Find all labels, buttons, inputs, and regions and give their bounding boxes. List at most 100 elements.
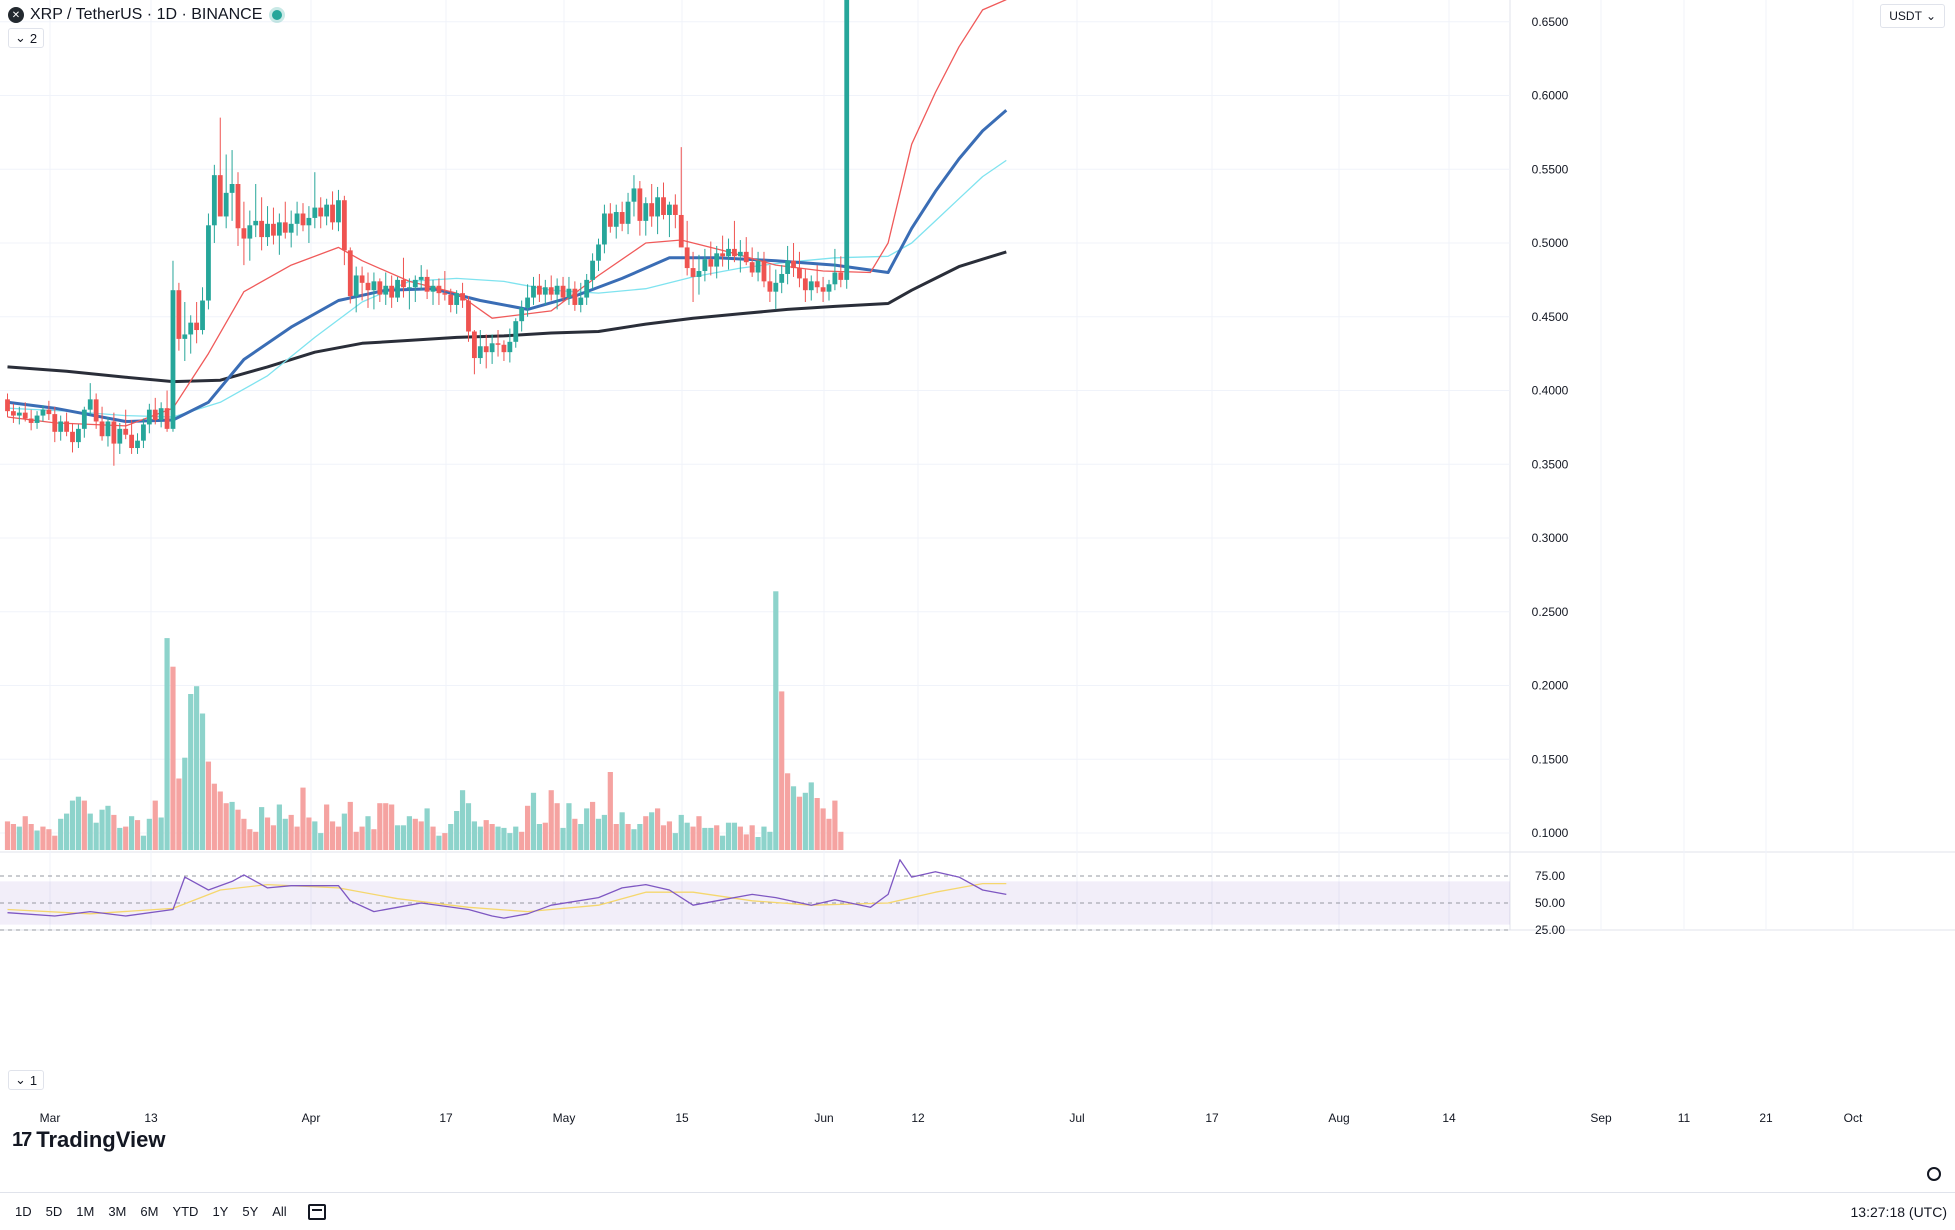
- candle-body: [590, 260, 595, 280]
- volume-bar: [631, 829, 637, 850]
- symbol-title[interactable]: XRP / TetherUS · 1D · BINANCE: [30, 6, 263, 23]
- range-button-6m[interactable]: 6M: [140, 1204, 159, 1219]
- indicator-count: 2: [29, 30, 38, 46]
- volume-bar: [595, 818, 602, 850]
- x-tick-label: May: [553, 1111, 576, 1125]
- volume-bar: [820, 808, 826, 850]
- candle-body: [336, 200, 341, 223]
- candle-body: [513, 321, 519, 342]
- volume-bar: [513, 826, 519, 850]
- volume-bar: [542, 822, 548, 850]
- candle-body: [737, 251, 743, 257]
- candle-body: [826, 284, 832, 292]
- currency-selector[interactable]: USDT ⌄: [1880, 4, 1945, 28]
- volume-bar: [28, 824, 34, 850]
- candle-body: [81, 409, 87, 429]
- volume-bar: [519, 831, 525, 850]
- volume-bar: [684, 822, 690, 850]
- volume-bar: [22, 816, 28, 850]
- range-button-3m[interactable]: 3M: [108, 1204, 127, 1219]
- candle-body: [22, 412, 28, 419]
- range-button-1y[interactable]: 1Y: [212, 1204, 229, 1219]
- volume-bar: [4, 821, 11, 850]
- rsi-count: 1: [29, 1072, 38, 1088]
- tradingview-logo-icon: 17: [12, 1128, 32, 1151]
- candle-body: [353, 275, 359, 297]
- volume-bar: [389, 804, 395, 850]
- indicators-toggle[interactable]: ⌄ 2: [8, 28, 45, 48]
- candle-body: [643, 203, 649, 221]
- volume-bar: [146, 818, 152, 850]
- candle-body: [389, 285, 395, 298]
- range-button-ytd[interactable]: YTD: [172, 1204, 199, 1219]
- candle-body: [755, 260, 761, 273]
- volume-bar: [714, 825, 720, 850]
- candle-body: [229, 184, 235, 193]
- candle-body: [537, 285, 542, 295]
- x-tick-label: 12: [911, 1111, 925, 1125]
- volume-bar: [690, 826, 696, 850]
- volume-bar: [554, 803, 560, 850]
- volume-bar: [578, 824, 584, 850]
- volume-bar: [796, 796, 803, 850]
- candle-body: [188, 322, 194, 335]
- range-button-5d[interactable]: 5D: [45, 1204, 63, 1219]
- volume-bar: [501, 827, 507, 850]
- utc-clock[interactable]: 13:27:18 (UTC): [1850, 1203, 1947, 1220]
- candle-body: [572, 288, 578, 305]
- volume-bar: [601, 814, 608, 850]
- chevron-down-icon: ⌄: [15, 30, 26, 45]
- volume-bar: [81, 800, 87, 850]
- volume-bar: [643, 816, 649, 850]
- volume-bar: [46, 829, 52, 850]
- candle-body: [578, 297, 584, 305]
- x-tick-label: 13: [144, 1111, 158, 1125]
- volume-bar: [507, 833, 513, 850]
- candle-body: [318, 207, 324, 217]
- candle-body: [584, 279, 590, 298]
- range-button-all[interactable]: All: [272, 1204, 287, 1219]
- x-tick-label: Aug: [1328, 1111, 1349, 1125]
- candle-body: [690, 268, 696, 277]
- volume-bar: [584, 808, 590, 850]
- volume-bar: [329, 821, 336, 850]
- candle-body: [28, 418, 34, 423]
- range-button-1d[interactable]: 1D: [15, 1204, 32, 1219]
- range-button-5y[interactable]: 5Y: [242, 1204, 259, 1219]
- volume-bar: [761, 826, 767, 850]
- volume-bar: [448, 824, 454, 850]
- candle-body: [779, 273, 785, 283]
- candle-body: [531, 285, 536, 298]
- gear-icon[interactable]: [1927, 1167, 1941, 1181]
- volume-bar: [832, 800, 838, 850]
- volume-bar: [117, 827, 123, 850]
- volume-bar: [353, 831, 359, 850]
- candle-body: [46, 409, 52, 415]
- range-button-1m[interactable]: 1M: [76, 1204, 95, 1219]
- x-tick-label: Jun: [814, 1111, 833, 1125]
- candle-body: [271, 223, 276, 236]
- rsi-pane: 75.00 50.00 25.00: [0, 859, 1565, 937]
- candle-body: [637, 188, 643, 221]
- volume-bar: [170, 666, 176, 850]
- tradingview-logo[interactable]: 17 TradingView: [12, 1127, 165, 1153]
- candle-body: [276, 222, 282, 236]
- candle-body: [341, 200, 347, 251]
- volume-bar: [625, 824, 631, 850]
- calendar-icon[interactable]: [307, 1203, 326, 1220]
- volume-bar: [10, 824, 17, 850]
- candle-body: [832, 272, 838, 285]
- y-tick-label: 0.2000: [1532, 679, 1569, 693]
- price-chart[interactable]: 75.00 50.00 25.00 1.15001.10001.05001.0000…: [0, 0, 1955, 1192]
- rsi-toggle[interactable]: ⌄ 1: [8, 1070, 45, 1090]
- candle-body: [211, 175, 217, 226]
- candle-body: [678, 214, 684, 248]
- candle-body: [702, 259, 708, 272]
- volume-bar: [64, 813, 70, 850]
- candle-body: [395, 279, 400, 298]
- candle-body: [720, 253, 726, 257]
- volume-bar: [253, 831, 259, 850]
- symbol-header[interactable]: ✕ XRP / TetherUS · 1D · BINANCE: [8, 4, 283, 26]
- rsi-line: [7, 859, 1007, 919]
- candle-body: [466, 300, 471, 332]
